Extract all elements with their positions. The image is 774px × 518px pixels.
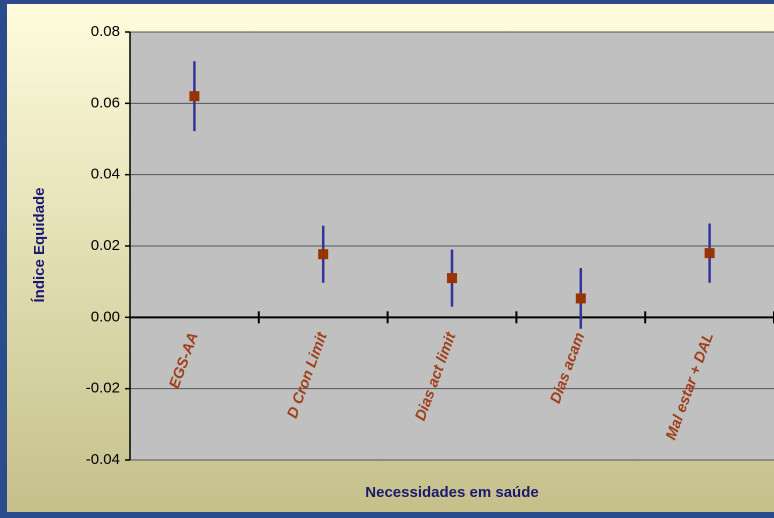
marker	[189, 91, 200, 102]
y-tick-label: 0.06	[91, 94, 120, 111]
y-tick-label: -0.02	[86, 380, 120, 397]
y-tick-label: 0.00	[91, 308, 120, 325]
y-tick-label: 0.04	[91, 166, 120, 183]
marker	[318, 249, 329, 260]
marker	[447, 273, 457, 284]
marker	[575, 293, 586, 304]
y-axis-title: Índice Equidade	[31, 187, 48, 302]
y-tick-label: 0.02	[91, 237, 120, 254]
y-tick-label: -0.04	[86, 451, 120, 468]
marker	[704, 248, 715, 259]
y-tick-label: 0.08	[91, 23, 120, 40]
x-axis-title: Necessidades em saúde	[365, 484, 538, 501]
